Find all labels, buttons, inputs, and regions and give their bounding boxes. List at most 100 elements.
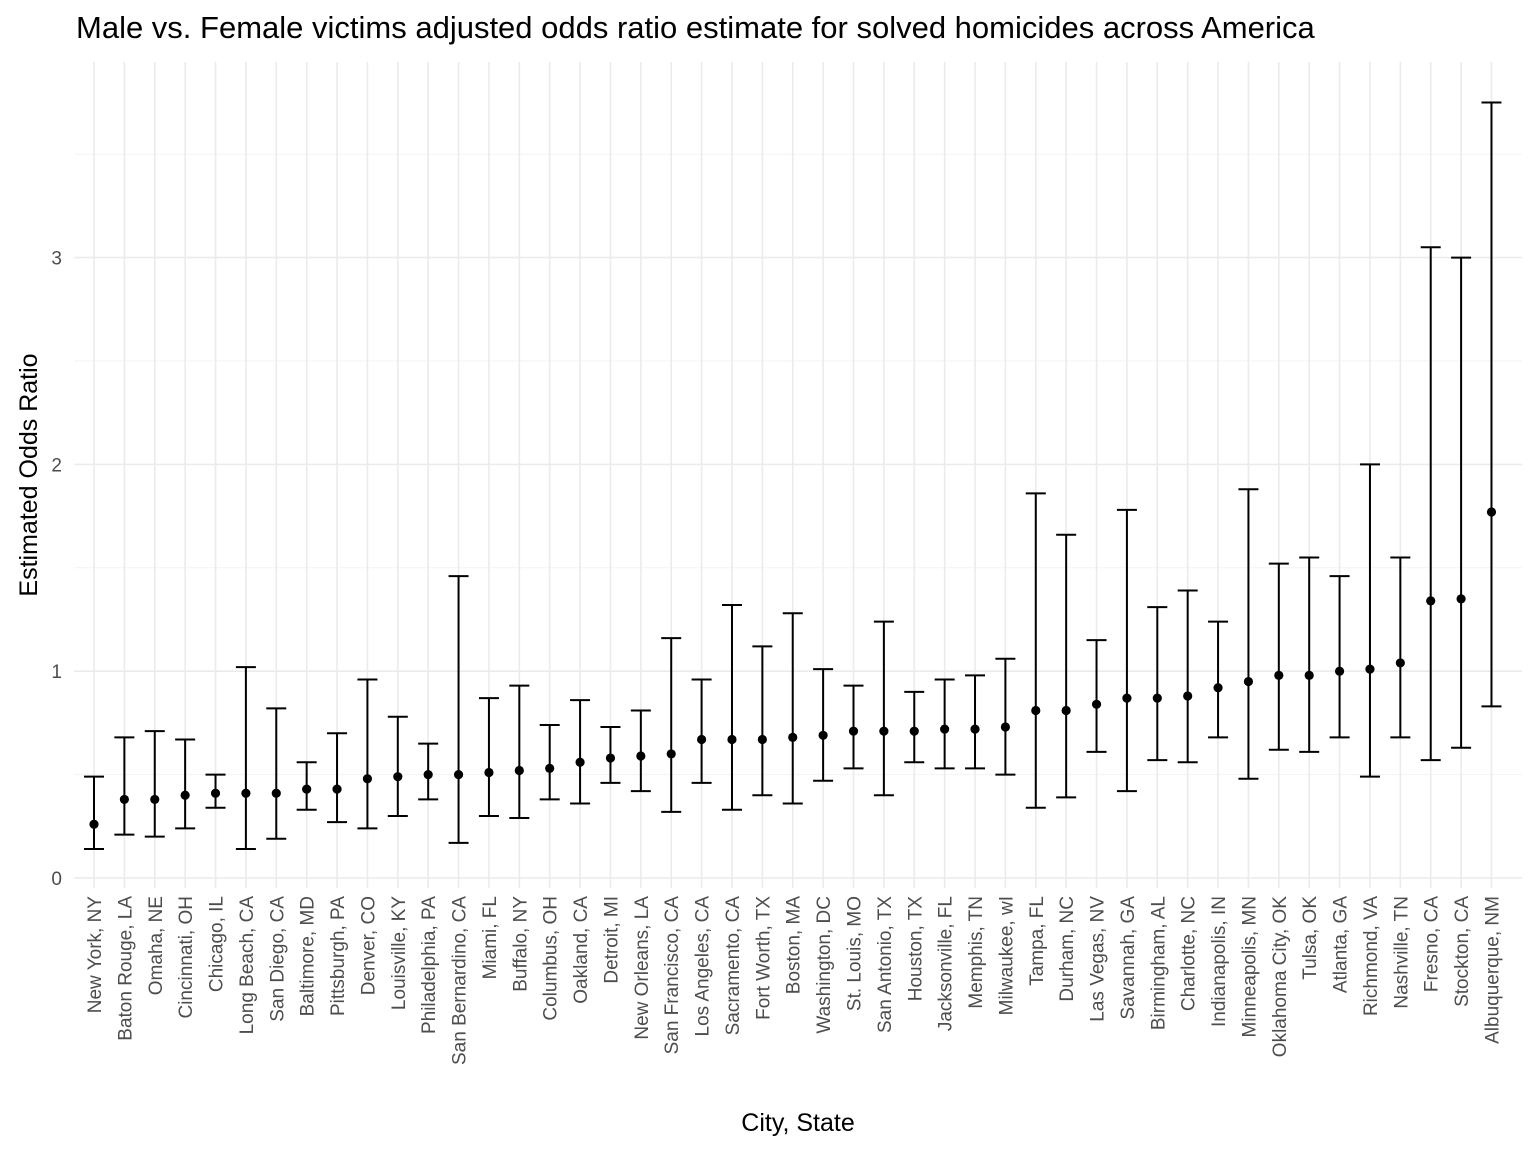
estimate-point <box>605 753 616 763</box>
x-tick-label: New York, NY <box>85 896 106 1014</box>
x-tick-label: Philadelphia, PA <box>419 896 440 1034</box>
error-bar <box>813 668 834 782</box>
x-tick-label: San Diego, CA <box>267 896 288 1022</box>
estimate-point <box>1031 705 1041 716</box>
x-tick-label: Chicago, IL <box>207 896 228 992</box>
estimate-point <box>1213 683 1223 693</box>
estimate-point <box>970 724 980 734</box>
x-tick-label: Pittsburgh, PA <box>328 896 349 1016</box>
x-tick-label: Buffalo, NY <box>510 896 531 992</box>
x-tick-label: Washington, DC <box>814 896 835 1034</box>
x-tick-label: Sacramento, CA <box>723 896 744 1036</box>
error-bar <box>84 775 104 851</box>
error-bar <box>1451 256 1472 749</box>
error-bar <box>721 604 742 811</box>
estimate-point <box>788 732 798 742</box>
estimate-point <box>241 788 251 798</box>
error-bar <box>175 738 196 830</box>
x-tick-label: Memphis, TN <box>966 896 987 1009</box>
x-tick-label: Omaha, NE <box>146 896 167 995</box>
estimate-point <box>818 730 828 740</box>
estimate-point <box>1243 676 1254 687</box>
estimate-point <box>909 726 919 736</box>
estimate-point <box>423 770 433 780</box>
x-tick-label: Minneapolis, MN <box>1239 896 1260 1038</box>
x-tick-label: Louisville, KY <box>389 896 410 1010</box>
error-bar <box>752 645 773 797</box>
x-tick-label: Oklahoma City, OK <box>1270 896 1291 1058</box>
estimate-point <box>271 788 281 798</box>
error-bar <box>934 678 955 770</box>
error-bar <box>1025 492 1046 809</box>
x-tick-label: Denver, CO <box>358 896 379 995</box>
estimate-point <box>1456 594 1466 604</box>
y-tick-label: 2 <box>51 455 62 476</box>
x-tick-label: Long Beach, CA <box>237 896 258 1035</box>
estimate-point <box>848 726 859 736</box>
x-tick-label: Boston, MA <box>784 896 805 995</box>
x-tick-label: New Orleans, LA <box>632 896 653 1040</box>
error-bar <box>539 723 560 801</box>
error-bar <box>144 730 165 838</box>
estimate-point <box>453 770 464 780</box>
error-bar <box>1056 533 1077 799</box>
x-tick-label: Las Vegas, NV <box>1088 896 1109 1022</box>
estimate-point <box>666 749 676 759</box>
y-tick-label: 1 <box>51 662 62 683</box>
estimate-point <box>89 819 99 829</box>
x-tick-label: Birmingham, AL <box>1148 896 1169 1030</box>
estimate-point <box>1486 507 1497 517</box>
error-bar <box>1238 488 1259 780</box>
error-bar <box>1086 639 1107 753</box>
estimate-point <box>302 784 312 794</box>
estimate-point <box>697 734 707 745</box>
error-bar <box>873 620 894 797</box>
error-bar <box>509 684 530 820</box>
estimate-point <box>1334 666 1345 676</box>
error-bar <box>630 709 651 793</box>
error-bar <box>235 666 256 851</box>
error-bar <box>570 699 591 805</box>
estimate-point <box>1365 664 1375 674</box>
error-bar <box>1116 508 1137 793</box>
x-tick-label: Tampa, FL <box>1027 896 1048 986</box>
error-bar <box>661 637 682 813</box>
x-tick-label: Albuquerque, NM <box>1482 896 1503 1044</box>
x-tick-label: Stockton, CA <box>1452 896 1473 1007</box>
estimate-point <box>514 765 524 776</box>
x-tick-label: Durham, NC <box>1057 896 1078 1002</box>
x-tick-label: Detroit, MI <box>601 896 622 984</box>
estimate-point <box>119 794 129 805</box>
error-bar <box>1329 575 1350 739</box>
error-bar <box>1147 606 1168 762</box>
y-axis-label: Estimated Odds Ratio <box>15 353 43 596</box>
estimate-point <box>575 757 585 767</box>
x-tick-label: Atlanta, GA <box>1331 896 1352 993</box>
x-tick-label: Indianapolis, IN <box>1209 896 1230 1027</box>
error-bar <box>1390 556 1411 739</box>
estimate-point <box>1152 693 1162 703</box>
estimate-point <box>1274 670 1284 680</box>
error-bar <box>357 678 378 830</box>
estimate-point <box>210 788 221 798</box>
x-tick-label: Baton Rouge, LA <box>115 896 136 1041</box>
x-tick-label: Savannah, GA <box>1118 896 1139 1020</box>
y-axis-ticks: 0 1 2 3 <box>51 249 62 890</box>
error-bar <box>448 575 469 844</box>
x-tick-label: Richmond, VA <box>1361 896 1382 1016</box>
estimate-point <box>1426 596 1436 606</box>
estimate-point <box>150 794 160 805</box>
estimate-point <box>484 767 494 778</box>
x-tick-label: St. Louis, MO <box>845 896 866 1011</box>
x-tick-label: Columbus, OH <box>541 896 562 1021</box>
error-bar <box>1299 556 1320 753</box>
x-tick-label: Fresno, CA <box>1422 896 1443 992</box>
x-tick-label: Fort Worth, TX <box>753 896 774 1020</box>
x-tick-label: San Francisco, CA <box>662 896 683 1055</box>
x-axis-label: City, State <box>741 1109 854 1137</box>
error-bar <box>1481 101 1502 708</box>
estimate-point <box>1183 691 1193 701</box>
estimate-point <box>362 774 373 784</box>
error-bar <box>1420 246 1441 762</box>
